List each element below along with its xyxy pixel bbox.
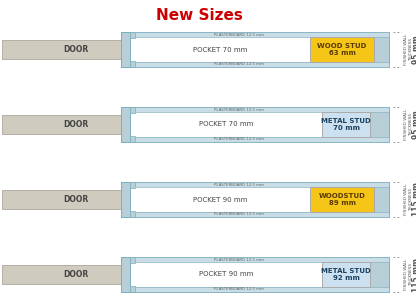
Bar xyxy=(130,137,389,142)
Text: FINISHED WALL
THICKNESS: FINISHED WALL THICKNESS xyxy=(404,34,413,65)
Text: PLASTERBOARD 12.5 mm: PLASTERBOARD 12.5 mm xyxy=(214,212,264,216)
Bar xyxy=(322,112,370,137)
Text: DOOR: DOOR xyxy=(63,45,89,54)
Bar xyxy=(2,115,150,134)
Text: FINISHED WALL
THICKNESS: FINISHED WALL THICKNESS xyxy=(404,184,413,215)
Bar xyxy=(130,32,389,37)
Text: FINISHED WALL
THICKNESS: FINISHED WALL THICKNESS xyxy=(404,109,413,140)
Bar xyxy=(130,286,135,292)
Bar xyxy=(121,257,389,292)
Text: POCKET 70 mm: POCKET 70 mm xyxy=(199,122,253,128)
Text: 115 mm: 115 mm xyxy=(412,182,416,217)
Text: WOOD STUD
63 mm: WOOD STUD 63 mm xyxy=(317,43,367,56)
Bar xyxy=(121,257,130,292)
Bar xyxy=(121,32,389,67)
Bar xyxy=(322,262,370,287)
Text: PLASTERBOARD 12.5 mm: PLASTERBOARD 12.5 mm xyxy=(214,258,264,262)
Bar xyxy=(130,257,135,263)
Bar xyxy=(310,37,374,62)
Text: METAL STUD
70 mm: METAL STUD 70 mm xyxy=(322,118,371,131)
Bar xyxy=(130,107,389,112)
Bar xyxy=(130,32,135,38)
Bar xyxy=(130,257,389,262)
Bar xyxy=(130,187,372,212)
Bar xyxy=(2,190,150,209)
Bar xyxy=(121,107,130,142)
Bar xyxy=(130,37,372,62)
Text: 115 mm: 115 mm xyxy=(412,257,416,292)
Bar xyxy=(130,107,135,113)
Text: PLASTERBOARD 12.5 mm: PLASTERBOARD 12.5 mm xyxy=(214,287,264,291)
Text: POCKET 70 mm: POCKET 70 mm xyxy=(193,46,247,52)
Bar xyxy=(130,112,368,137)
Bar xyxy=(130,136,135,142)
Text: WOODSTUD
89 mm: WOODSTUD 89 mm xyxy=(319,193,366,206)
Bar xyxy=(130,262,368,287)
Text: 95 mm: 95 mm xyxy=(412,35,416,64)
Text: PLASTERBOARD 12.5 mm: PLASTERBOARD 12.5 mm xyxy=(214,33,264,37)
Bar xyxy=(121,182,389,217)
Text: POCKET 90 mm: POCKET 90 mm xyxy=(199,272,253,278)
Text: POCKET 90 mm: POCKET 90 mm xyxy=(193,196,247,202)
Text: PLASTERBOARD 12.5 mm: PLASTERBOARD 12.5 mm xyxy=(214,62,264,66)
Bar xyxy=(121,32,130,67)
Text: DOOR: DOOR xyxy=(63,270,89,279)
Bar xyxy=(130,61,135,67)
Text: DOOR: DOOR xyxy=(63,120,89,129)
Text: METAL STUD
92 mm: METAL STUD 92 mm xyxy=(322,268,371,281)
Text: PLASTERBOARD 12.5 mm: PLASTERBOARD 12.5 mm xyxy=(214,137,264,141)
Text: PLASTERBOARD 12.5 mm: PLASTERBOARD 12.5 mm xyxy=(214,183,264,187)
Text: PLASTERBOARD 12.5 mm: PLASTERBOARD 12.5 mm xyxy=(214,108,264,112)
Text: 95 mm: 95 mm xyxy=(412,110,416,139)
Bar xyxy=(310,187,374,212)
Bar xyxy=(130,182,135,188)
Bar xyxy=(121,182,130,217)
Bar xyxy=(130,287,389,292)
Text: FINISHED WALL
THICKNESS: FINISHED WALL THICKNESS xyxy=(404,259,413,290)
Bar xyxy=(2,40,150,59)
Text: New Sizes: New Sizes xyxy=(156,8,243,22)
Bar xyxy=(130,212,389,217)
Bar xyxy=(130,182,389,187)
Bar xyxy=(130,211,135,217)
Text: DOOR: DOOR xyxy=(63,195,89,204)
Bar xyxy=(2,265,150,284)
Bar xyxy=(121,107,389,142)
Bar xyxy=(130,62,389,67)
